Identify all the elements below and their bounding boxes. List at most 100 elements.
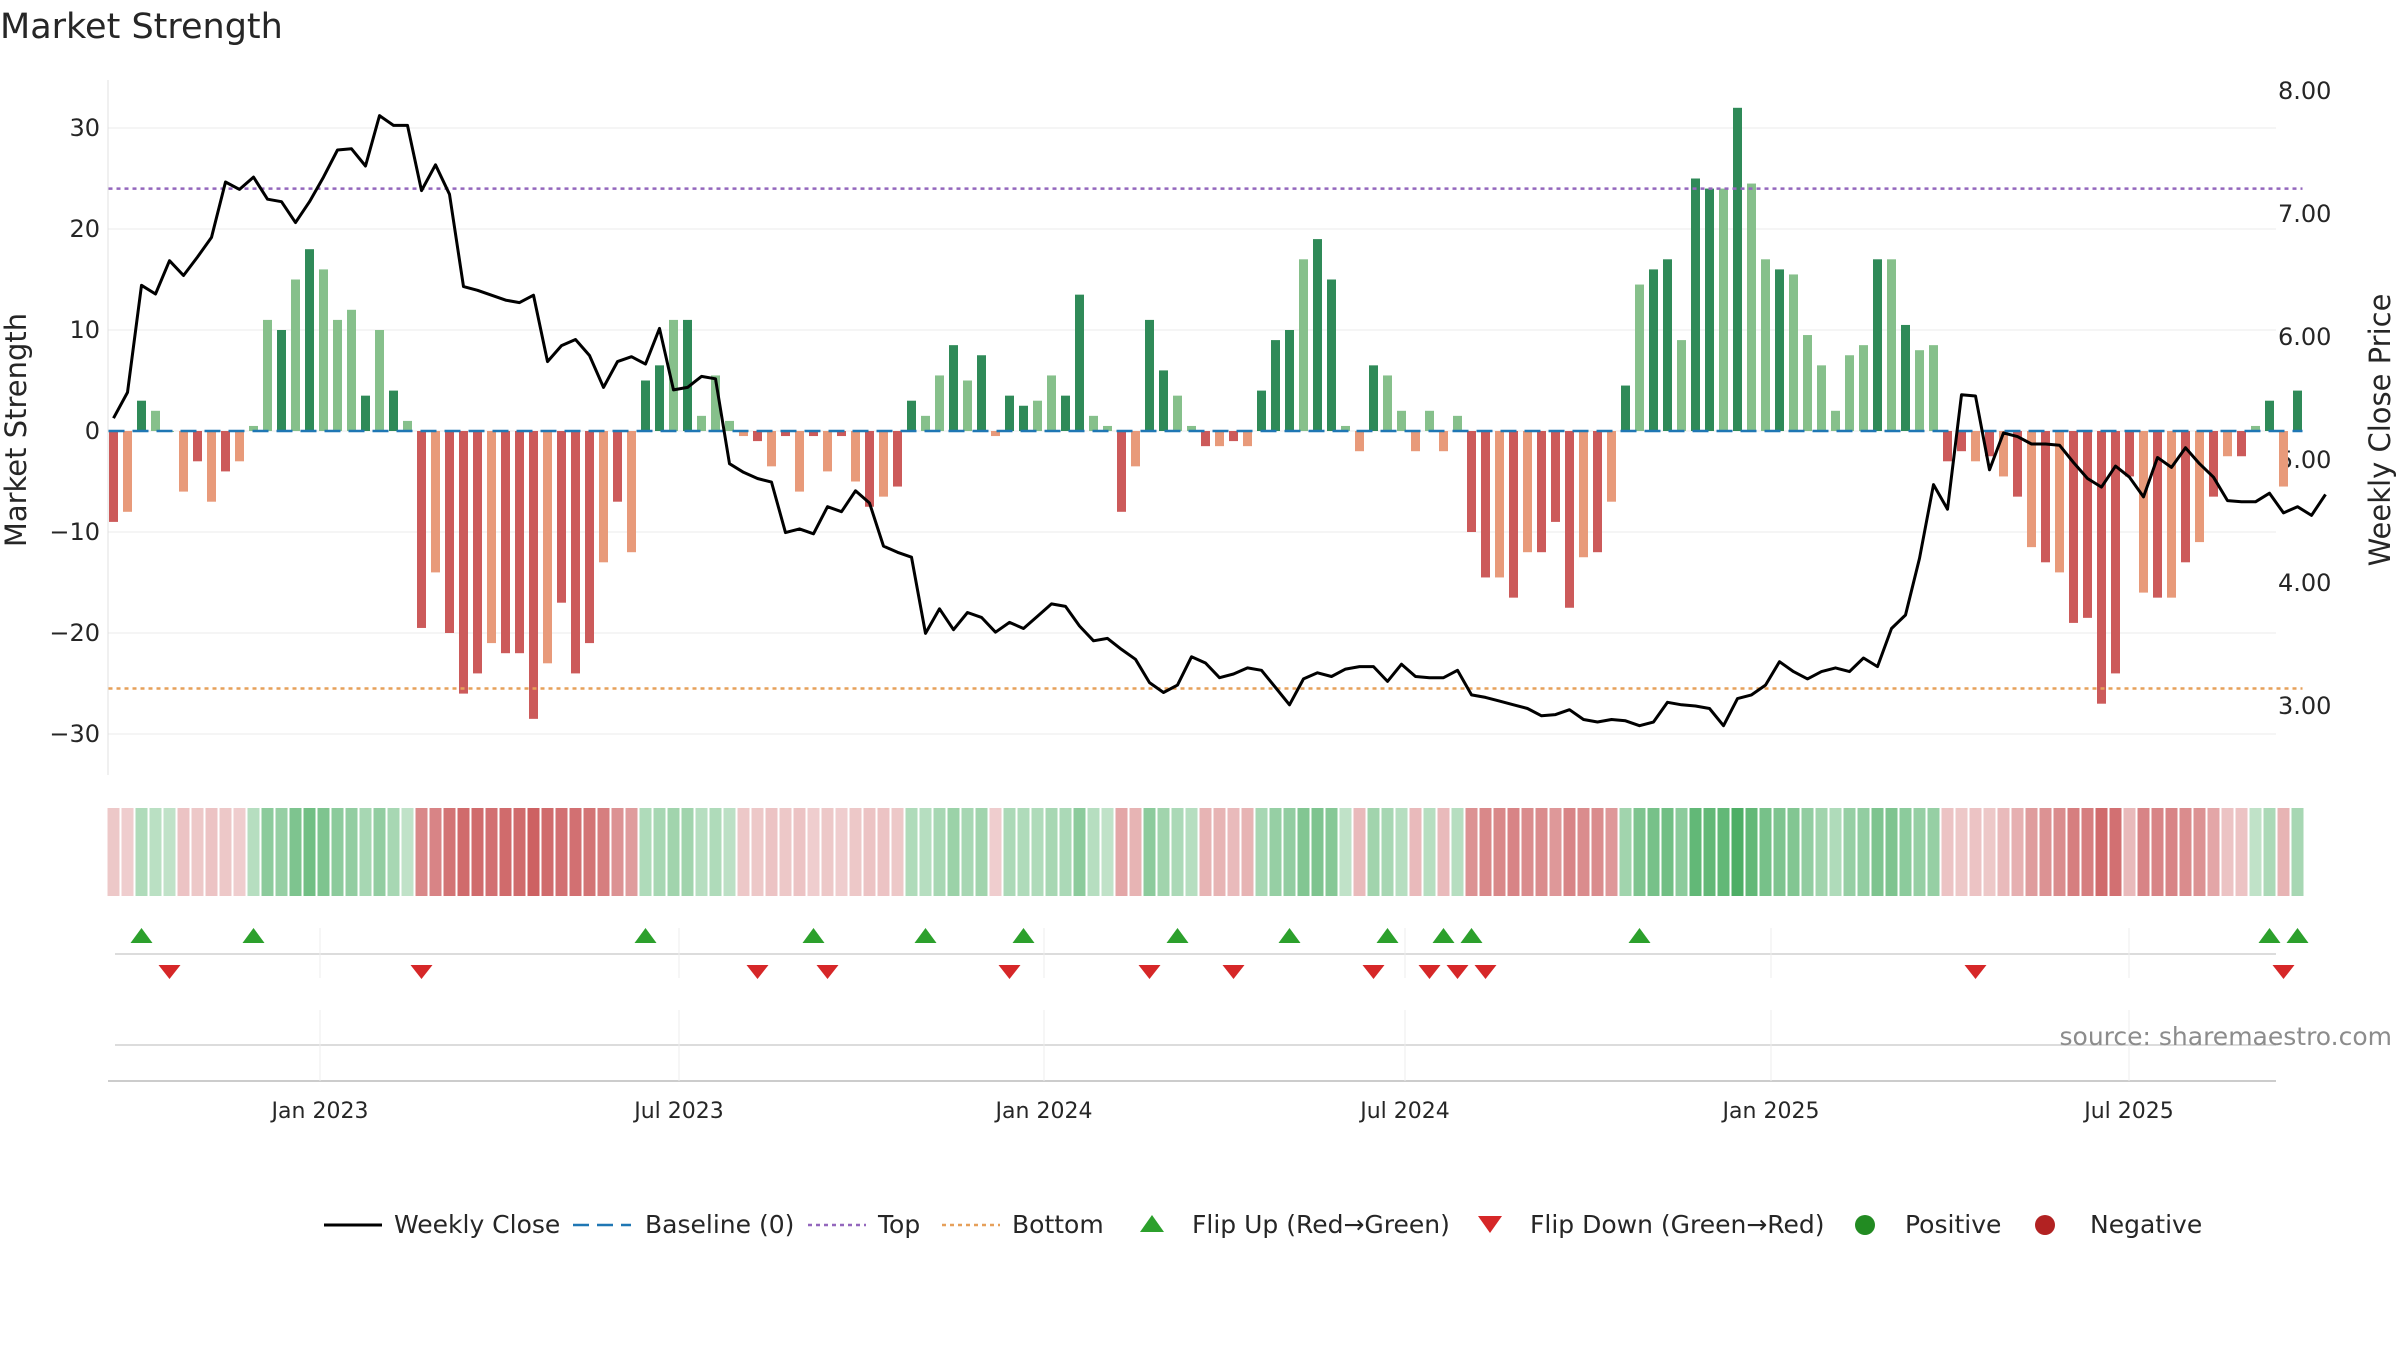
reference-lines — [108, 187, 2303, 690]
strength-bar — [1887, 259, 1896, 431]
strength-bar — [949, 345, 958, 431]
strength-bar — [333, 319, 342, 431]
strength-bar — [1201, 431, 1210, 447]
heat-band-cell — [1269, 808, 1282, 896]
heat-band-cell — [1241, 808, 1254, 896]
strength-bar — [1341, 425, 1350, 431]
heat-band-cell — [1661, 808, 1674, 896]
strength-bar — [739, 431, 748, 437]
strength-bar — [2097, 431, 2106, 704]
heat-band-cell — [415, 808, 428, 896]
y2-axis-label: Weekly Close Price — [2363, 294, 2397, 567]
y2-tick-label: 3.00 — [2278, 692, 2331, 720]
strength-bar — [1257, 390, 1266, 431]
strength-bar — [1481, 431, 1490, 578]
strength-bar — [1579, 431, 1588, 558]
strength-bar — [1509, 431, 1518, 598]
heat-band-cell — [1325, 808, 1338, 896]
strength-bar — [1775, 269, 1784, 431]
heat-band-cell — [1801, 808, 1814, 896]
heat-band-cell — [2067, 808, 2080, 896]
heat-band-cell — [1255, 808, 1268, 896]
strength-bar — [1075, 294, 1084, 431]
heat-band-cell — [1101, 808, 1114, 896]
y-tick-label: −30 — [49, 720, 100, 748]
y2-tick-label: 7.00 — [2278, 200, 2331, 228]
strength-bar — [2251, 425, 2260, 431]
strength-bars — [109, 107, 2302, 719]
strength-bar — [473, 431, 482, 674]
flip-down-marker — [410, 965, 433, 979]
strength-bar — [2069, 431, 2078, 623]
strength-bar — [2027, 431, 2036, 548]
heat-band-cell — [835, 808, 848, 896]
heat-band-cell — [135, 808, 148, 896]
flip-up-marker — [1460, 928, 1483, 943]
strength-bar — [1313, 239, 1322, 431]
strength-bar — [1495, 431, 1504, 578]
heat-band-cell — [149, 808, 162, 896]
heat-band-cell — [1409, 808, 1422, 896]
x-tick-label: Jan 2023 — [270, 1099, 369, 1124]
strength-bar — [445, 431, 454, 633]
heat-band-cell — [1031, 808, 1044, 896]
x-tick-label: Jan 2025 — [1721, 1099, 1820, 1124]
heat-band-cell — [2095, 808, 2108, 896]
strength-bar — [1537, 431, 1546, 553]
weekly-close-line — [112, 114, 2327, 728]
heat-band-cell — [1017, 808, 1030, 896]
heat-band-cell — [723, 808, 736, 896]
strength-bar — [1859, 345, 1868, 431]
strength-bar — [1159, 370, 1168, 431]
flip-up-marker — [914, 928, 937, 943]
heat-band-cell — [1899, 808, 1912, 896]
strength-bar — [1355, 431, 1364, 452]
legend-label: Positive — [1905, 1210, 2001, 1239]
strength-bar — [879, 431, 888, 497]
heat-band-cell — [331, 808, 344, 896]
strength-bar — [921, 415, 930, 431]
heat-band-cell — [1927, 808, 1940, 896]
heat-band-cell — [1115, 808, 1128, 896]
heat-band-cell — [1689, 808, 1702, 896]
y2-tick-label: 6.00 — [2278, 323, 2331, 351]
x-tick-label: Jan 2024 — [994, 1099, 1093, 1124]
legend-label: Negative — [2090, 1210, 2202, 1239]
heat-band-cell — [2165, 808, 2178, 896]
heat-band-cell — [1745, 808, 1758, 896]
strength-bar — [809, 431, 818, 437]
strength-bar — [1705, 188, 1714, 431]
heat-band-cell — [1871, 808, 1884, 896]
strength-bar — [1901, 324, 1910, 431]
heat-band-cell — [191, 808, 204, 896]
heat-band-cell — [1605, 808, 1618, 896]
strength-bar — [1831, 410, 1840, 431]
heat-band-cell — [1465, 808, 1478, 896]
strength-bar — [1383, 375, 1392, 431]
strength-bar — [1803, 335, 1812, 431]
strength-bar — [1551, 431, 1560, 522]
y2-tick-label: 4.00 — [2278, 569, 2331, 597]
heat-band-cell — [1297, 808, 1310, 896]
heat-band-cell — [1395, 808, 1408, 896]
strength-bar — [585, 431, 594, 644]
strength-bar — [1873, 259, 1882, 431]
heat-band-cell — [1549, 808, 1562, 896]
heat-band-cell — [1423, 808, 1436, 896]
heat-band-cell — [961, 808, 974, 896]
flip-up-marker — [2258, 928, 2281, 943]
y-tick-label: 20 — [69, 215, 100, 243]
strength-bar — [2195, 431, 2204, 543]
flip-down-marker — [2272, 965, 2295, 979]
strength-bar — [781, 431, 790, 437]
strength-bar — [1649, 269, 1658, 431]
heat-band-cell — [261, 808, 274, 896]
legend-label: Flip Down (Green→Red) — [1530, 1210, 1825, 1239]
strength-bar — [2013, 431, 2022, 497]
strength-bar — [851, 431, 860, 482]
source-credit: source: sharemaestro.com — [2060, 1022, 2393, 1051]
flip-up-marker — [634, 928, 657, 943]
flip-down-marker — [746, 965, 769, 979]
strength-bar — [2083, 431, 2092, 618]
